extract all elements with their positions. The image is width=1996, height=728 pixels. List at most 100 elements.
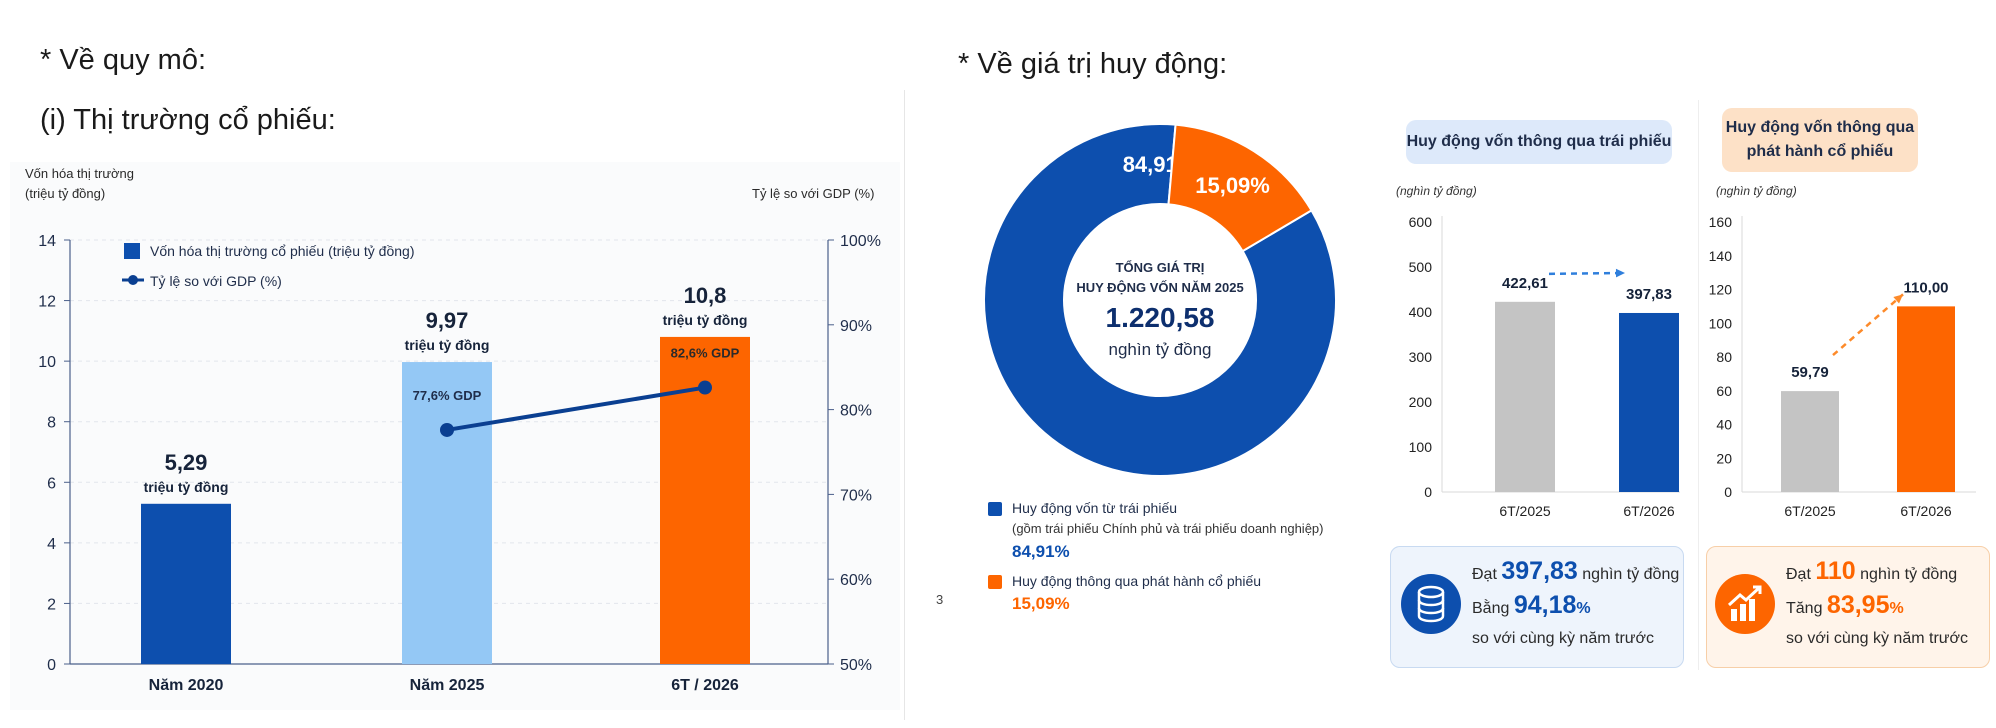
bar-value-label: 59,79 bbox=[1791, 364, 1829, 381]
bond-summary-text: Đạt 397,83 nghìn tỷ đồng Bằng 94,18% so … bbox=[1472, 557, 1680, 647]
y-tick-label: 600 bbox=[1409, 214, 1433, 230]
y-right-tick-label: 60% bbox=[840, 572, 872, 589]
y-tick-label: 100 bbox=[1409, 439, 1433, 455]
y-tick-label: 300 bbox=[1409, 349, 1433, 365]
gdp-ratio-label: 82,6% GDP bbox=[671, 346, 740, 361]
y-tick-label: 12 bbox=[38, 294, 56, 311]
bar-value-label: 5,29 bbox=[165, 450, 208, 475]
bar-unit-label: triệu tỷ đồng bbox=[144, 479, 229, 495]
y-right-tick-label: 80% bbox=[840, 403, 872, 420]
bond-summary-value: 397,83 bbox=[1501, 557, 1578, 585]
legend-line-label: Tỷ lệ so với GDP (%) bbox=[150, 273, 282, 289]
x-tick-label: 6T/2025 bbox=[1499, 503, 1551, 519]
y-tick-label: 0 bbox=[1424, 484, 1432, 500]
trend-arrow bbox=[1832, 293, 1904, 357]
y-right-tick-label: 50% bbox=[840, 657, 872, 674]
stock-panel-title: Huy động vốn thông qua phát hành cổ phiế… bbox=[1722, 108, 1918, 172]
y-tick-label: 0 bbox=[47, 657, 56, 674]
bar bbox=[1781, 391, 1839, 492]
donut-center-unit: nghìn tỷ đồng bbox=[1108, 340, 1212, 359]
bond-summary-percent: 94,18 bbox=[1513, 591, 1577, 619]
heading-mobilized: * Về giá trị huy động: bbox=[958, 48, 1228, 80]
donut-center-line1: TỔNG GIÁ TRỊ bbox=[1115, 260, 1205, 275]
y-right-tick-label: 90% bbox=[840, 318, 872, 335]
y-tick-label: 80 bbox=[1716, 349, 1732, 365]
panel-divider bbox=[904, 90, 905, 720]
heading-scale: * Về quy mô: bbox=[40, 44, 207, 76]
donut-slice bbox=[1167, 123, 1313, 253]
gdp-ratio-point bbox=[698, 380, 712, 395]
growth-chart-icon bbox=[1715, 574, 1775, 634]
donut-center-value: 1.220,58 bbox=[1105, 302, 1215, 333]
y-tick-label: 160 bbox=[1709, 214, 1733, 230]
y-right-tick-label: 70% bbox=[840, 487, 872, 504]
donut-legend-stock-label: Huy động thông qua phát hành cổ phiếu bbox=[1012, 573, 1262, 589]
donut-slice-label: 15,09% bbox=[1195, 173, 1270, 198]
y-tick-label: 140 bbox=[1709, 248, 1733, 264]
x-tick-label: 6T/2026 bbox=[1900, 503, 1952, 519]
bar-value-label: 110,00 bbox=[1903, 279, 1948, 296]
y-tick-label: 60 bbox=[1716, 383, 1732, 399]
bond-panel-title: Huy động vốn thông qua trái phiếu bbox=[1406, 120, 1672, 164]
x-tick-label: 6T/2026 bbox=[1623, 503, 1675, 519]
y-tick-label: 4 bbox=[47, 536, 56, 553]
trend-arrow-head bbox=[1893, 294, 1903, 304]
donut-slice bbox=[983, 123, 1337, 477]
bar-value-label: 9,97 bbox=[426, 308, 469, 333]
y-tick-label: 400 bbox=[1409, 304, 1433, 320]
x-tick-label: Năm 2020 bbox=[149, 677, 224, 694]
bar-value-label: 10,8 bbox=[684, 283, 727, 308]
x-tick-label: Năm 2025 bbox=[410, 677, 485, 694]
bar bbox=[1619, 312, 1679, 492]
stock-chart: 0 20 40 60 80 100 120 140 160 59,79 6T/2025 110,00 6… bbox=[1709, 214, 1976, 519]
y-tick-label: 8 bbox=[47, 415, 56, 432]
trend-arrow-head bbox=[1615, 268, 1625, 278]
y-tick-label: 500 bbox=[1409, 259, 1433, 275]
bar-value-label: 397,83 bbox=[1626, 286, 1672, 303]
trend-arrow bbox=[1548, 271, 1626, 276]
y-tick-label: 10 bbox=[38, 354, 56, 371]
donut-chart: 84,91%15,09% bbox=[983, 123, 1337, 477]
bar bbox=[1897, 306, 1955, 492]
stock-summary-value: 110 bbox=[1815, 557, 1856, 585]
donut-legend-stock-value: 15,09% bbox=[1012, 594, 1070, 613]
stock-summary-text: Đạt 110 nghìn tỷ đồng Tăng 83,95% so với… bbox=[1786, 557, 1968, 647]
bond-chart: 0 100 200 300 400 500 600 422,61 6T/2025 397,83 6T… bbox=[1409, 214, 1680, 519]
bar-value-label: 422,61 bbox=[1502, 275, 1548, 292]
panel-divider-2 bbox=[1698, 100, 1699, 670]
database-icon bbox=[1401, 574, 1461, 634]
y-tick-label: 6 bbox=[47, 475, 56, 492]
y-tick-label: 20 bbox=[1716, 450, 1732, 466]
donut-legend-stock-swatch bbox=[988, 575, 1002, 589]
y-tick-label: 100 bbox=[1709, 315, 1733, 331]
bar bbox=[402, 362, 492, 664]
donut-legend-bond-sub: (gồm trái phiếu Chính phủ và trái phiếu … bbox=[1012, 521, 1324, 536]
bond-panel-unit: (nghìn tỷ đồng) bbox=[1396, 184, 1477, 198]
bar-unit-label: triệu tỷ đồng bbox=[405, 337, 490, 353]
y-tick-label: 40 bbox=[1716, 417, 1732, 433]
page-number: 3 bbox=[936, 592, 944, 607]
bar bbox=[141, 503, 231, 664]
bar-unit-label: triệu tỷ đồng bbox=[663, 312, 748, 328]
market-cap-chart: 0 2 4 6 8 10 12 14 50% 60% 70% 80% 90% 100% Năm 2020 5,… bbox=[38, 233, 881, 694]
y-tick-label: 2 bbox=[47, 596, 56, 613]
y-right-tick-label: 100% bbox=[840, 233, 881, 250]
donut-legend-bond-value: 84,91% bbox=[1012, 542, 1070, 561]
heading-stock-market: (i) Thị trường cổ phiếu: bbox=[40, 104, 336, 136]
donut-center: TỔNG GIÁ TRỊ HUY ĐỘNG VỐN NĂM 2025 1.220… bbox=[1060, 258, 1260, 362]
x-tick-label: 6T/2025 bbox=[1784, 503, 1836, 519]
right-axis-title: Tỷ lệ so với GDP (%) bbox=[752, 186, 875, 201]
gdp-ratio-label: 77,6% GDP bbox=[413, 388, 482, 403]
donut-legend-bond-swatch bbox=[988, 502, 1002, 516]
left-axis-title: Vốn hóa thị trường (triệu tỷ đồng) bbox=[25, 166, 135, 201]
bar bbox=[1495, 301, 1555, 492]
y-tick-label: 200 bbox=[1409, 394, 1433, 410]
legend-bar-swatch bbox=[124, 243, 140, 259]
legend-bar-label: Vốn hóa thị trường cổ phiếu (triệu tỷ đồ… bbox=[150, 243, 415, 259]
legend-line-swatch bbox=[122, 275, 144, 285]
gdp-ratio-point bbox=[440, 422, 454, 437]
y-tick-label: 0 bbox=[1724, 484, 1732, 500]
donut-center-line2: HUY ĐỘNG VỐN NĂM 2025 bbox=[1076, 280, 1244, 295]
stock-panel-unit: (nghìn tỷ đồng) bbox=[1716, 184, 1797, 198]
x-tick-label: 6T / 2026 bbox=[671, 677, 739, 694]
